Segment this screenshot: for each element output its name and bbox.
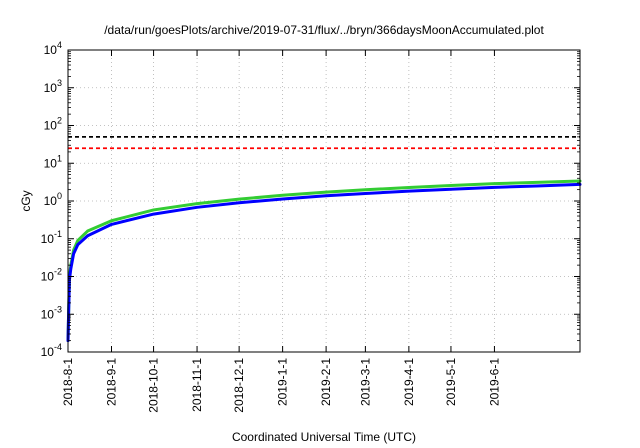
y-tick-label: 10-2	[41, 267, 62, 284]
y-tick-label: 10-1	[41, 229, 62, 246]
y-tick-label: 10-3	[41, 304, 62, 321]
series-layer	[66, 179, 582, 343]
grid	[68, 50, 580, 352]
x-tick-label: 2019-6-1	[487, 358, 501, 406]
x-tick-label: 2018-10-1	[147, 358, 161, 413]
x-tick-label: 2019-1-1	[276, 358, 290, 406]
series-line	[66, 182, 582, 343]
y-axis: 10-4 10-3 10-2 10-1 100 101 102 103 104	[41, 40, 580, 359]
y-tick-label: 103	[44, 78, 62, 95]
y-tick-label: 104	[44, 40, 62, 57]
x-tick-label: 2018-12-1	[232, 358, 246, 413]
y-axis-label: cGy	[19, 190, 33, 211]
series-line	[66, 179, 582, 343]
y-tick-label: 101	[44, 153, 62, 170]
reference-lines	[68, 135, 580, 150]
x-axis-label: Coordinated Universal Time (UTC)	[232, 430, 416, 444]
y-tick-label: 100	[44, 191, 62, 208]
chart-title: /data/run/goesPlots/archive/2019-07-31/f…	[104, 23, 544, 37]
x-tick-label: 2018-9-1	[104, 358, 118, 406]
x-axis: 2018-8-1 2018-9-1 2018-10-1 2018-11-1 2018-1…	[61, 50, 501, 413]
x-tick-label: 2019-5-1	[444, 358, 458, 406]
x-tick-label: 2018-8-1	[61, 358, 75, 406]
x-tick-label: 2019-3-1	[358, 358, 372, 406]
x-tick-label: 2018-11-1	[190, 358, 204, 412]
y-tick-label: 10-4	[41, 342, 62, 359]
x-tick-label: 2019-2-1	[319, 358, 333, 406]
x-tick-label: 2019-4-1	[402, 358, 416, 406]
y-tick-label: 102	[44, 116, 62, 133]
